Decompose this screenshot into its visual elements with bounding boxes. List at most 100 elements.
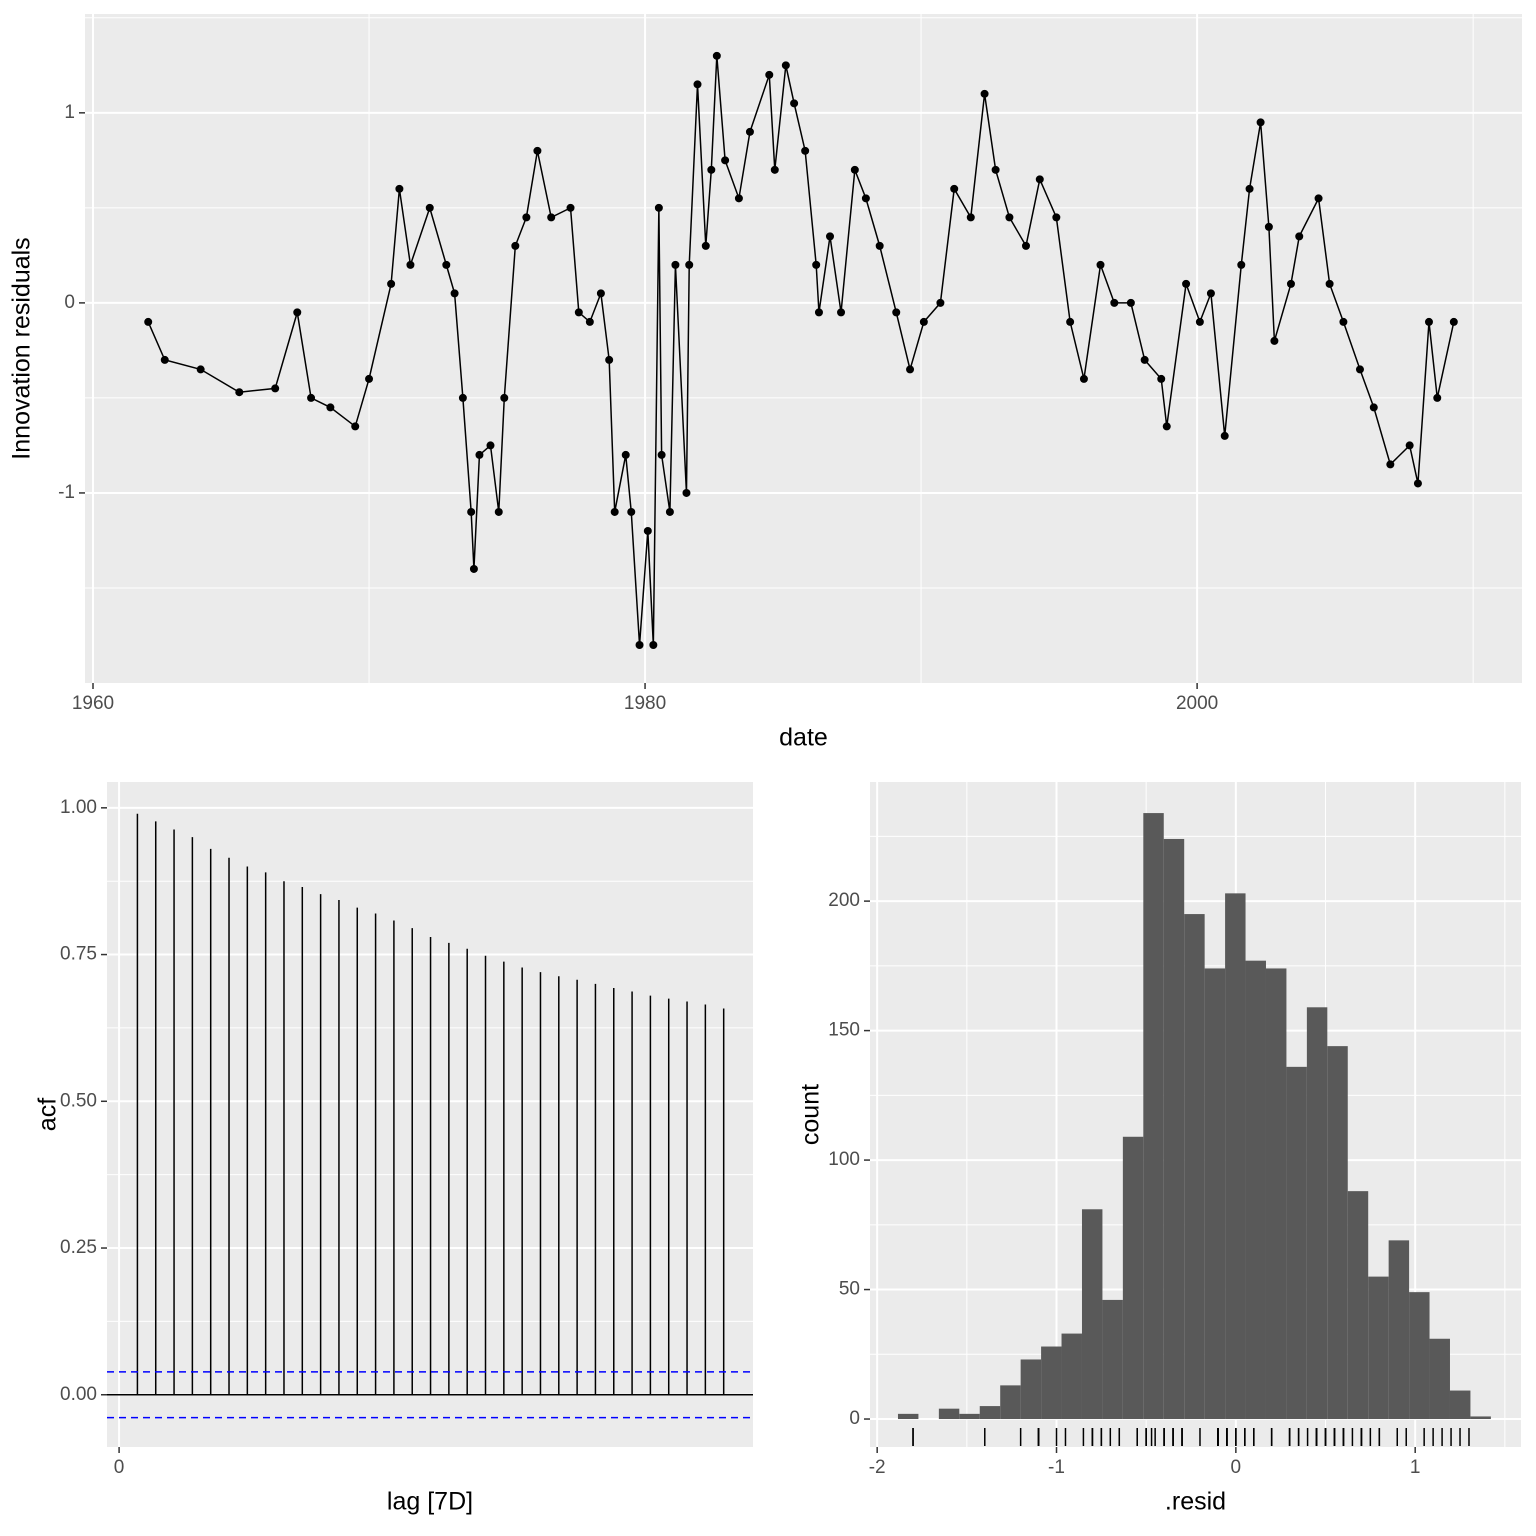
histogram-bar [897, 1413, 919, 1420]
point [875, 241, 884, 250]
point [1433, 393, 1442, 402]
x-tick-label: -2 [869, 1457, 886, 1478]
y-tick-label: 0.50 [60, 1090, 97, 1111]
y-axis-title: Innovation residuals [8, 237, 36, 459]
histogram-bar [1061, 1333, 1082, 1420]
y-tick-label: 0 [64, 292, 75, 313]
point [734, 194, 743, 203]
point [596, 289, 605, 298]
point [547, 213, 556, 222]
histogram-bar [1184, 914, 1205, 1420]
point [1424, 317, 1433, 326]
histogram-bar [1041, 1346, 1062, 1420]
y-tick-label: 0 [849, 1408, 860, 1429]
point [1314, 194, 1323, 203]
point [1295, 232, 1304, 241]
x-tick-label: -1 [1048, 1457, 1065, 1478]
x-axis-title: .resid [1165, 1488, 1226, 1516]
point [307, 393, 316, 402]
point [1264, 222, 1273, 231]
histogram-bar [1327, 1046, 1348, 1420]
histogram-bar [1306, 1007, 1328, 1420]
histogram-bar [1470, 1416, 1491, 1420]
point [685, 260, 694, 269]
point [707, 165, 716, 174]
point [144, 317, 153, 326]
point [425, 203, 434, 212]
point [365, 374, 374, 383]
point [654, 203, 663, 212]
point [1369, 403, 1378, 412]
point [812, 260, 821, 269]
y-tick-label: 1 [64, 102, 75, 123]
point [351, 422, 360, 431]
y-tick-label: 0.25 [60, 1237, 97, 1258]
point [271, 384, 280, 393]
point [160, 355, 169, 364]
histogram-bar [1204, 968, 1226, 1420]
histogram-bar [1225, 893, 1246, 1420]
point [1206, 289, 1215, 298]
y-tick-label: 100 [828, 1149, 860, 1170]
point [825, 232, 834, 241]
point [1256, 118, 1265, 127]
point [387, 279, 396, 288]
point [991, 165, 1000, 174]
point [1157, 374, 1166, 383]
y-tick-label: 0.75 [60, 944, 97, 965]
point [906, 365, 915, 374]
histogram-bar [1122, 1136, 1144, 1420]
point [574, 308, 583, 317]
x-tick-label: 1980 [624, 693, 666, 714]
point [621, 450, 630, 459]
point [682, 488, 691, 497]
point [196, 365, 205, 374]
point [395, 184, 404, 193]
point [936, 298, 945, 307]
histogram-bar [1245, 960, 1266, 1420]
point [475, 450, 484, 459]
point [627, 507, 636, 516]
histogram-bar [1102, 1299, 1123, 1420]
point [1325, 279, 1334, 288]
point [1126, 298, 1135, 307]
point [765, 70, 774, 79]
point [1162, 422, 1171, 431]
x-tick-label: 2000 [1176, 693, 1218, 714]
histogram-bar [938, 1408, 960, 1420]
point [790, 99, 799, 108]
point [1339, 317, 1348, 326]
point [1066, 317, 1075, 326]
point [1079, 374, 1088, 383]
point [1140, 355, 1149, 364]
histogram-bar [1020, 1359, 1042, 1420]
point [610, 507, 619, 516]
point [1237, 260, 1246, 269]
point [693, 80, 702, 89]
x-axis-title: date [779, 724, 828, 752]
point [1355, 365, 1364, 374]
point [837, 308, 846, 317]
point [585, 317, 594, 326]
histogram-bar [1388, 1240, 1410, 1420]
point [919, 317, 928, 326]
point [721, 156, 730, 165]
y-tick-label: 200 [828, 890, 860, 911]
point [406, 260, 415, 269]
point [605, 355, 614, 364]
point [326, 403, 335, 412]
point [533, 146, 542, 155]
point [861, 194, 870, 203]
point [522, 213, 531, 222]
point [500, 393, 509, 402]
histogram-bar [979, 1406, 1001, 1420]
point [745, 127, 754, 136]
point [458, 393, 467, 402]
point [1405, 441, 1414, 450]
point [635, 640, 644, 649]
point [494, 507, 503, 516]
histogram-bar [1409, 1292, 1430, 1420]
y-tick-label: 50 [839, 1279, 860, 1300]
histogram-bar [1429, 1338, 1450, 1420]
histogram-bar [1143, 813, 1164, 1420]
